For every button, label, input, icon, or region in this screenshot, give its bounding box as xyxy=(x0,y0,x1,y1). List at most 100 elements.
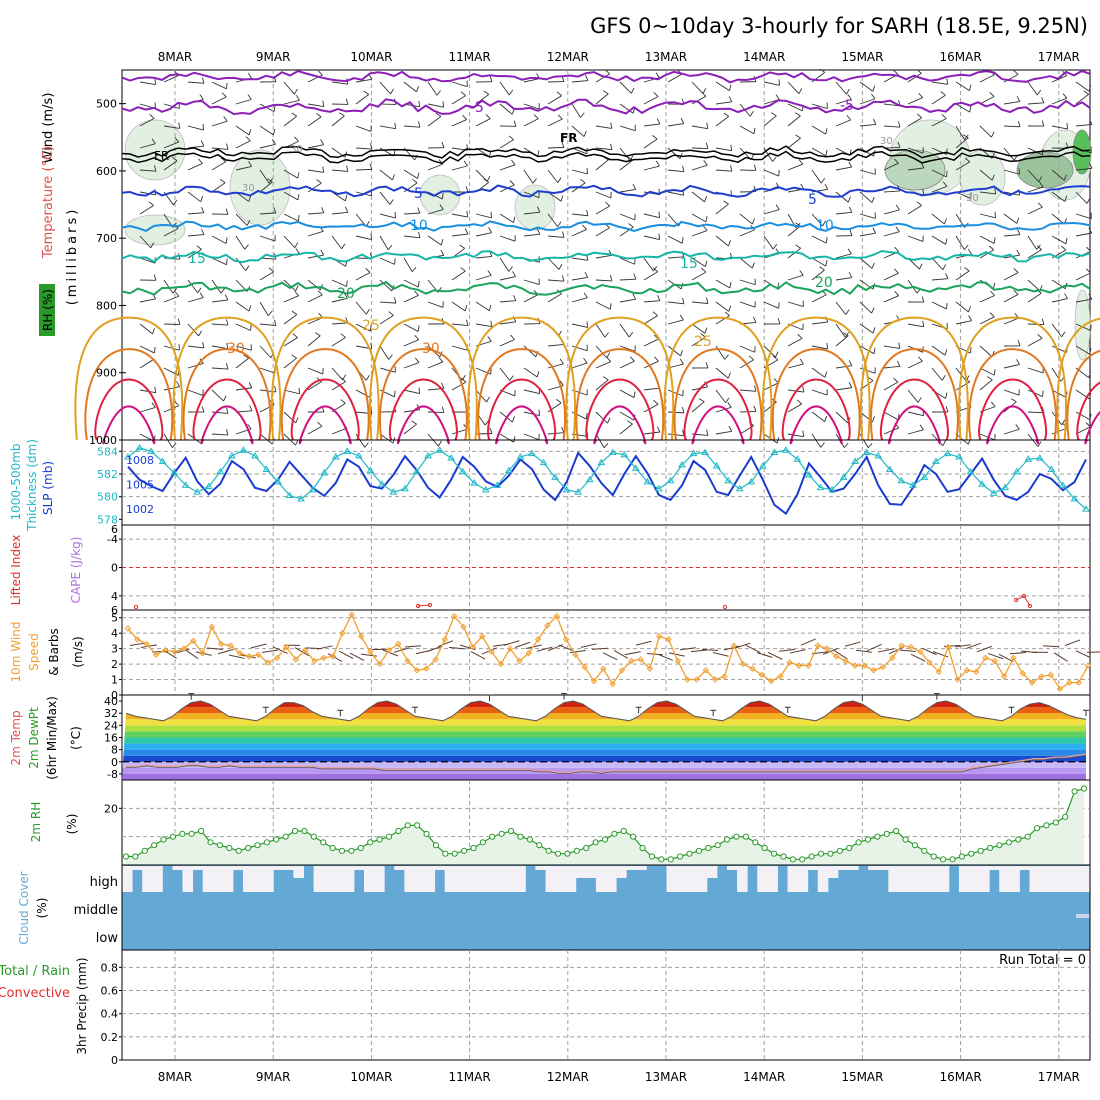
barb-staff xyxy=(643,235,660,240)
bottom-date-labels: 8MAR 9MAR 10MAR 11MAR 12MAR 13MAR 14MAR 15MAR 16… xyxy=(158,1070,1080,1084)
thickness-point xyxy=(655,484,663,492)
barb-staff xyxy=(211,96,227,105)
wind-barb xyxy=(451,319,469,327)
barb-flag xyxy=(656,118,661,125)
barb-staff xyxy=(1003,428,1020,435)
wind-barb xyxy=(331,147,348,158)
barb-flag xyxy=(1062,93,1068,99)
barb-flag xyxy=(942,181,948,187)
barb-staff xyxy=(499,164,516,171)
rh2m-point xyxy=(864,836,872,843)
wind-barb xyxy=(715,402,732,413)
barb-staff xyxy=(235,125,250,136)
barb-staff xyxy=(1003,272,1019,281)
wind-barb xyxy=(355,125,372,132)
wind-barb xyxy=(1051,235,1068,245)
wind-barb xyxy=(859,93,876,105)
barb-staff xyxy=(187,249,202,259)
wind-barb xyxy=(547,114,563,127)
thickness-point xyxy=(631,464,640,471)
barb-staff xyxy=(571,228,587,237)
barb-flag xyxy=(796,399,803,405)
wind-barb xyxy=(907,389,922,403)
barb-flag xyxy=(1086,198,1091,204)
wind-barb xyxy=(811,266,825,281)
wind-barb xyxy=(835,161,853,171)
wind-barb xyxy=(955,157,971,171)
barb-staff xyxy=(1075,167,1092,171)
barb-staff xyxy=(523,294,539,303)
barb-staff xyxy=(379,169,393,181)
tick-label: 40 xyxy=(104,695,118,708)
isotherm-label: -5 xyxy=(470,100,484,116)
thickness-point xyxy=(262,465,271,472)
wind-barb xyxy=(1051,293,1069,303)
wind10-point xyxy=(898,642,905,649)
barb-flag xyxy=(171,442,177,448)
barb-staff xyxy=(1051,298,1068,303)
cloud-clear-sky xyxy=(837,866,849,870)
barb-staff xyxy=(499,367,511,381)
isotherm-label: FR xyxy=(154,149,169,163)
barb-flag xyxy=(872,227,877,234)
wind-barb xyxy=(283,387,300,395)
thickness-point xyxy=(320,468,329,476)
date-label: 14MAR xyxy=(743,50,785,64)
barb-staff xyxy=(907,72,922,83)
barb-flag xyxy=(964,134,969,140)
rh2m-point xyxy=(733,833,740,840)
barb-flag xyxy=(414,154,418,161)
wind-barb xyxy=(547,141,565,149)
barb-staff xyxy=(1075,191,1088,204)
temp2m-axis-label-4: (°C) xyxy=(69,726,83,750)
barb-staff xyxy=(619,257,635,265)
wind-barb xyxy=(1051,191,1068,202)
barb-flag xyxy=(753,127,756,134)
cloud-clear-sky xyxy=(1049,866,1061,892)
barb-staff xyxy=(643,138,658,149)
wind10-point xyxy=(944,643,952,651)
wind10-point xyxy=(693,676,700,683)
barb-flag xyxy=(652,135,658,140)
wind-barb xyxy=(787,81,803,94)
barb-staff xyxy=(931,185,948,193)
barb-staff xyxy=(1075,345,1090,355)
wind-barb xyxy=(1075,422,1091,435)
barb-staff xyxy=(811,367,826,378)
isotherms xyxy=(121,69,1091,296)
wind-barb xyxy=(619,389,636,398)
wind-barb xyxy=(763,318,781,325)
barb-staff xyxy=(523,211,540,215)
wind-barb xyxy=(187,124,204,131)
isotherm-40 xyxy=(789,405,843,445)
wind10-barb xyxy=(591,647,608,650)
barb-staff xyxy=(211,161,226,171)
wind10-point xyxy=(255,651,262,659)
thickness-point xyxy=(158,457,167,465)
barb-staff xyxy=(307,169,324,173)
wind10-point xyxy=(656,633,663,640)
barb-flag xyxy=(295,285,299,292)
barb-flag xyxy=(1013,268,1019,273)
li-point xyxy=(1021,593,1027,599)
barb-staff xyxy=(595,254,612,259)
wind10-point xyxy=(1010,654,1017,662)
barb-staff xyxy=(643,431,660,435)
date-label: 8MAR xyxy=(158,1070,193,1084)
slp-panel-frame xyxy=(121,439,1091,526)
barb-staff xyxy=(211,389,224,402)
wind-barb xyxy=(211,407,229,414)
wind-barb xyxy=(595,376,609,391)
rh-axis-label: RH (%) xyxy=(41,289,55,331)
barb-staff xyxy=(595,227,610,237)
barb-flag xyxy=(272,128,276,135)
wind-barb xyxy=(283,411,299,424)
barb-staff xyxy=(307,254,324,259)
li-point xyxy=(1013,597,1019,603)
barb-staff xyxy=(691,301,708,304)
barb-flag xyxy=(178,122,181,129)
barb-flag xyxy=(247,423,252,430)
barb-flag xyxy=(225,237,228,244)
